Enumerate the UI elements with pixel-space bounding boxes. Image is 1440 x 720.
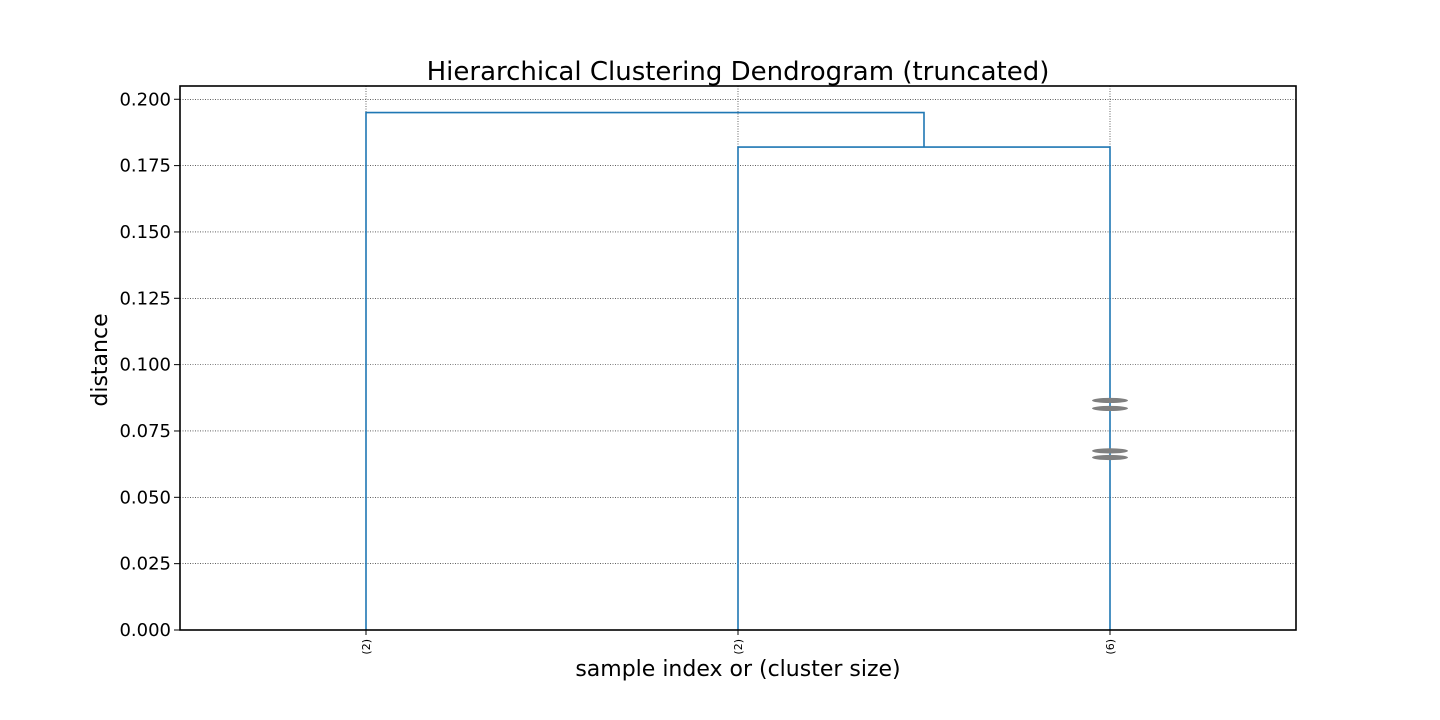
truncated-merge-mark (1092, 397, 1128, 404)
y-tick-label: 0.200 (119, 89, 171, 110)
y-axis-label: distance (88, 313, 113, 406)
y-tick-label: 0.175 (119, 156, 171, 177)
leaf-label: (6) (1104, 639, 1117, 655)
x-axis-ticks: (2) (2) (6) (360, 630, 1117, 655)
dendrogram-link (737, 146, 1111, 630)
dendrogram-link (365, 111, 925, 630)
y-tick-label: 0.150 (119, 222, 171, 243)
leaf-label: (2) (360, 639, 373, 655)
y-tick-label: 0.000 (119, 620, 171, 641)
chart-title: Hierarchical Clustering Dendrogram (trun… (427, 57, 1050, 87)
dendrogram-links (365, 111, 1111, 630)
x-axis-label: sample index or (cluster size) (575, 657, 900, 682)
y-tick-label: 0.075 (119, 421, 171, 442)
y-axis-ticks: 0.000 0.025 0.050 0.075 0.100 0.125 0.150 0.175… (119, 89, 180, 641)
y-tick-label: 0.025 (119, 554, 171, 575)
truncated-merge-marks (1092, 397, 1128, 461)
truncated-merge-mark (1092, 405, 1128, 412)
y-tick-label: 0.100 (119, 355, 171, 376)
leaf-label: (2) (732, 639, 745, 655)
truncated-merge-mark (1092, 448, 1128, 454)
y-tick-label: 0.125 (119, 288, 171, 309)
truncated-merge-mark (1092, 454, 1128, 461)
y-tick-label: 0.050 (119, 487, 171, 508)
